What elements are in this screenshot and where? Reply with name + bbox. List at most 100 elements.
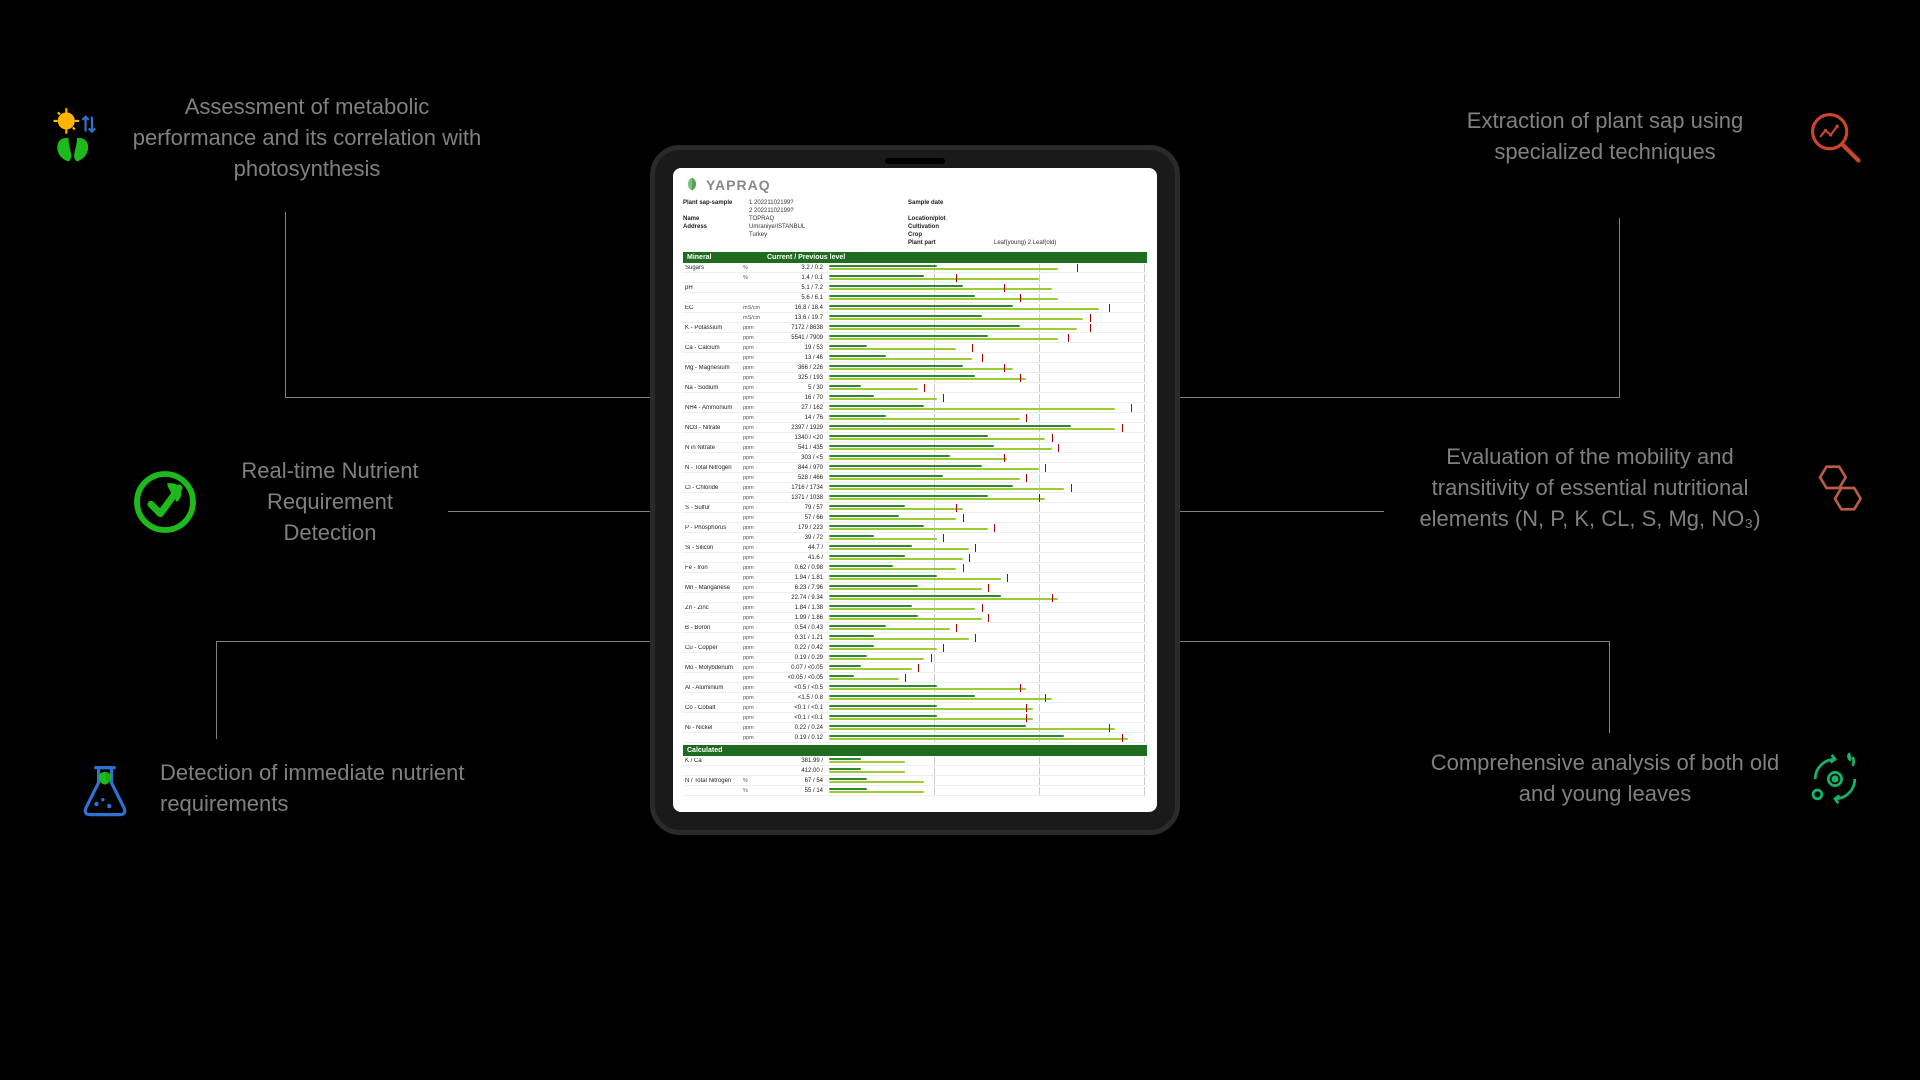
hdr-cultivation-label: Cultivation bbox=[908, 224, 988, 230]
row-unit: ppm bbox=[743, 435, 771, 441]
row-bars bbox=[829, 414, 1147, 422]
row-unit: ppm bbox=[743, 495, 771, 501]
row-bars bbox=[829, 757, 1147, 765]
row-label: NO3 - Nitrate bbox=[683, 425, 743, 431]
magnifier-icon bbox=[1800, 102, 1870, 172]
row-unit: ppm bbox=[743, 485, 771, 491]
row-bars bbox=[829, 264, 1147, 272]
row-unit: ppm bbox=[743, 645, 771, 651]
tablet-device: YAPRAQ Plant sap-sample 1 20221102199? S… bbox=[650, 145, 1180, 835]
row-value: 41.6 / bbox=[771, 555, 829, 561]
feature-bot-right: Comprehensive analysis of both old and y… bbox=[1430, 744, 1870, 814]
row-unit: ppm bbox=[743, 575, 771, 581]
hdr-crop bbox=[994, 232, 1147, 238]
report-header: Plant sap-sample 1 20221102199? Sample d… bbox=[683, 200, 1147, 246]
table-row: K / Ca381.99 / bbox=[683, 756, 1147, 766]
row-value: 22.74 / 9.34 bbox=[771, 595, 829, 601]
table-row: ppm<0.1 / <0.1 bbox=[683, 713, 1147, 723]
table-row: ppm325 / 193 bbox=[683, 373, 1147, 383]
table-row: ECmS/cm16.8 / 18.4 bbox=[683, 303, 1147, 313]
row-bars bbox=[829, 454, 1147, 462]
row-value: 1.84 / 1.38 bbox=[771, 605, 829, 611]
row-value: 3.2 / 0.2 bbox=[771, 265, 829, 271]
table-row: Mo - Molybdenumppm0.07 / <0.05 bbox=[683, 663, 1147, 673]
row-value: 16.8 / 18.4 bbox=[771, 305, 829, 311]
row-bars bbox=[829, 394, 1147, 402]
row-value: 13 / 46 bbox=[771, 355, 829, 361]
row-value: 1340 / <20 bbox=[771, 435, 829, 441]
row-bars bbox=[829, 434, 1147, 442]
row-value: <0.1 / <0.1 bbox=[771, 715, 829, 721]
hdr-address-2: Turkey bbox=[749, 232, 902, 238]
row-value: 1.94 / 1.81 bbox=[771, 575, 829, 581]
row-bars bbox=[829, 584, 1147, 592]
table-row: ppm1371 / 1038 bbox=[683, 493, 1147, 503]
row-value: 14 / 76 bbox=[771, 415, 829, 421]
row-bars bbox=[829, 374, 1147, 382]
table-row: pH5.1 / 7.2 bbox=[683, 283, 1147, 293]
table-row: N / Total Nitrogen%67 / 54 bbox=[683, 776, 1147, 786]
row-label: Ca - Calcium bbox=[683, 345, 743, 351]
table-row: Cu - Copperppm0.22 / 0.42 bbox=[683, 643, 1147, 653]
hdr-sample-1: 1 20221102199? bbox=[749, 200, 902, 206]
feature-bot-left: Detection of immediate nutrient requirem… bbox=[70, 754, 510, 824]
feature-mid-right: Evaluation of the mobility and transitiv… bbox=[1400, 442, 1870, 534]
table-row: ppm16 / 70 bbox=[683, 393, 1147, 403]
table-row: Si - Siliconppm44.7 / bbox=[683, 543, 1147, 553]
row-value: 0.07 / <0.05 bbox=[771, 665, 829, 671]
row-value: 0.62 / 0.98 bbox=[771, 565, 829, 571]
table-row: ppm0.19 / 0.12 bbox=[683, 733, 1147, 743]
connector-bot-right-v bbox=[1609, 641, 1610, 733]
table-row: B - Boronppm0.54 / 0.43 bbox=[683, 623, 1147, 633]
row-value: 0.19 / 0.29 bbox=[771, 655, 829, 661]
table-row: 5.6 / 6.1 bbox=[683, 293, 1147, 303]
row-label: EC bbox=[683, 305, 743, 311]
row-unit: ppm bbox=[743, 465, 771, 471]
table-row: %55 / 14 bbox=[683, 786, 1147, 796]
row-label: N - Total Nitrogen bbox=[683, 465, 743, 471]
connector-bot-left-v bbox=[216, 641, 217, 739]
hdr-address-label: Address bbox=[683, 224, 743, 230]
row-value: 5 / 30 bbox=[771, 385, 829, 391]
row-unit: ppm bbox=[743, 715, 771, 721]
row-label: Si - Silicon bbox=[683, 545, 743, 551]
row-value: 19 / 53 bbox=[771, 345, 829, 351]
row-label: Mo - Molybdenum bbox=[683, 665, 743, 671]
row-value: 1.99 / 1.86 bbox=[771, 615, 829, 621]
row-value: 179 / 223 bbox=[771, 525, 829, 531]
table-row: ppm0.19 / 0.29 bbox=[683, 653, 1147, 663]
row-value: 79 / 57 bbox=[771, 505, 829, 511]
table-row: S - Sulfurppm79 / 57 bbox=[683, 503, 1147, 513]
row-unit: ppm bbox=[743, 725, 771, 731]
table-row: ppm528 / 466 bbox=[683, 473, 1147, 483]
row-bars bbox=[829, 564, 1147, 572]
row-unit: ppm bbox=[743, 615, 771, 621]
table-row: P - Phosphorusppm179 / 223 bbox=[683, 523, 1147, 533]
row-value: 67 / 54 bbox=[771, 778, 829, 784]
row-label: pH bbox=[683, 285, 743, 291]
tablet-notch bbox=[885, 158, 945, 164]
row-value: 412.00 / bbox=[771, 768, 829, 774]
row-unit: mS/cm bbox=[743, 315, 771, 321]
table-row: ppm1.99 / 1.86 bbox=[683, 613, 1147, 623]
connector-mid-left-h bbox=[448, 511, 651, 512]
row-bars bbox=[829, 787, 1147, 795]
table-row: Mn - Manganeseppm6.23 / 7.96 bbox=[683, 583, 1147, 593]
row-bars bbox=[829, 514, 1147, 522]
connector-top-right-v bbox=[1619, 218, 1620, 398]
table-row: mS/cm13.6 / 19.7 bbox=[683, 313, 1147, 323]
row-unit: % bbox=[743, 788, 771, 794]
row-label: Fe - Iron bbox=[683, 565, 743, 571]
row-unit: ppm bbox=[743, 405, 771, 411]
row-unit: ppm bbox=[743, 455, 771, 461]
leaf-check-icon bbox=[130, 467, 200, 537]
table-row: Fe - Ironppm0.62 / 0.98 bbox=[683, 563, 1147, 573]
feature-bot-left-text: Detection of immediate nutrient requirem… bbox=[160, 758, 510, 820]
row-bars bbox=[829, 694, 1147, 702]
section-calc-label: Calculated bbox=[687, 747, 767, 754]
row-unit: ppm bbox=[743, 365, 771, 371]
table-row: ppm1.94 / 1.81 bbox=[683, 573, 1147, 583]
row-unit: ppm bbox=[743, 635, 771, 641]
row-value: <1.5 / 0.8 bbox=[771, 695, 829, 701]
table-row: 412.00 / bbox=[683, 766, 1147, 776]
